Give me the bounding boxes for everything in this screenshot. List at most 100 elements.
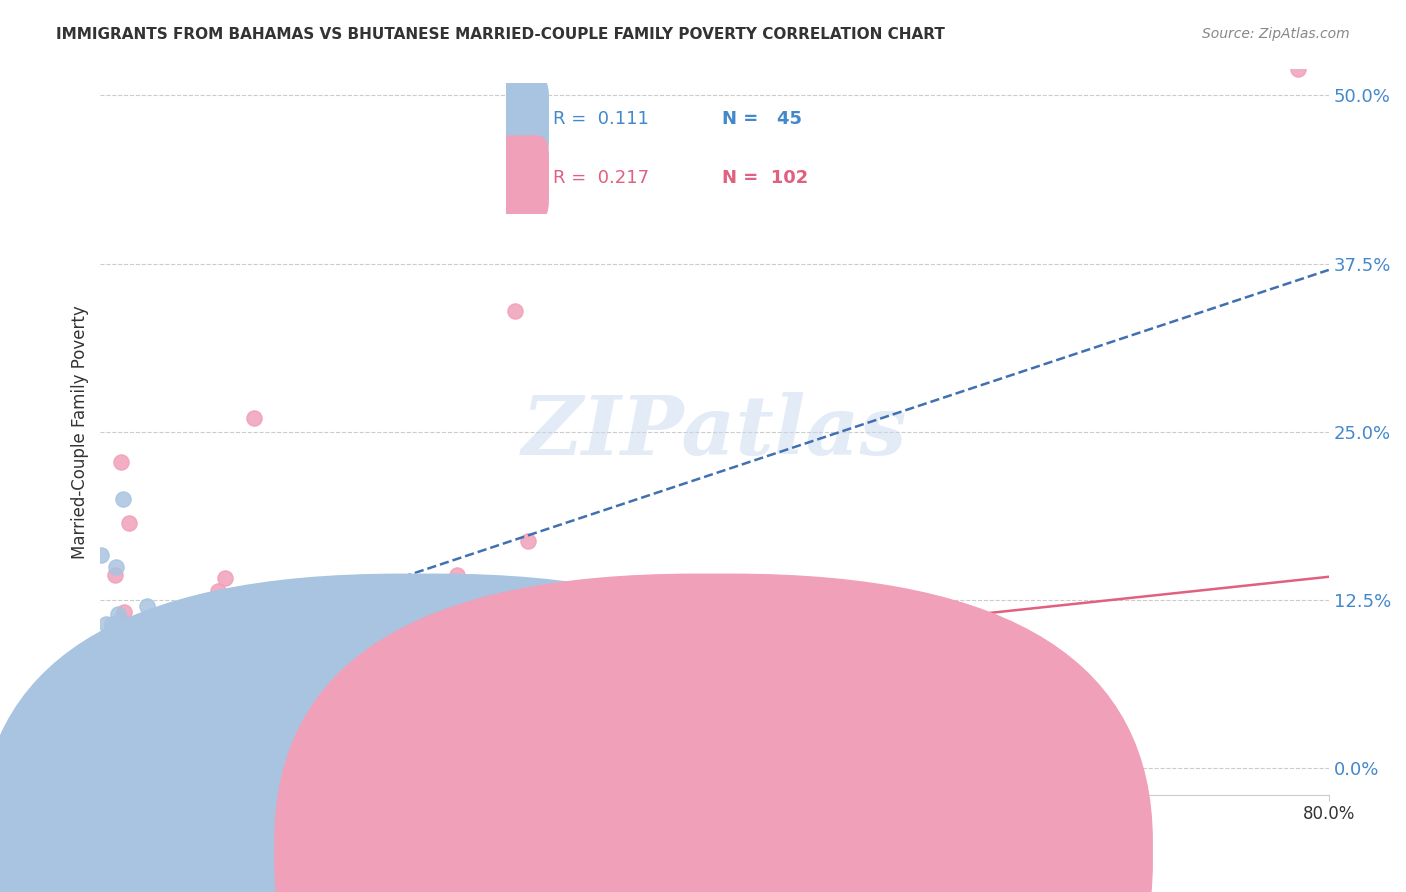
Point <box>503 303 526 318</box>
Point <box>243 411 266 425</box>
Point <box>111 747 134 762</box>
Point <box>155 655 177 669</box>
Point <box>103 688 125 702</box>
Point <box>516 533 538 548</box>
Point <box>105 648 128 663</box>
Point <box>93 723 115 738</box>
Text: Immigrants from Bahamas: Immigrants from Bahamas <box>423 847 645 865</box>
Point <box>326 694 349 708</box>
Point <box>129 700 152 714</box>
Point <box>143 747 166 762</box>
Point <box>110 455 132 469</box>
Point <box>118 653 141 667</box>
Point <box>152 689 174 703</box>
Point <box>110 690 132 705</box>
Point <box>207 584 229 599</box>
Point <box>405 719 427 733</box>
Text: IMMIGRANTS FROM BAHAMAS VS BHUTANESE MARRIED-COUPLE FAMILY POVERTY CORRELATION C: IMMIGRANTS FROM BAHAMAS VS BHUTANESE MAR… <box>56 27 945 42</box>
Point <box>94 664 117 678</box>
Point <box>104 677 127 691</box>
Point <box>114 692 136 706</box>
Point <box>254 720 277 734</box>
Point <box>349 723 371 738</box>
Point <box>107 690 129 704</box>
Point <box>205 690 228 704</box>
Point <box>1286 62 1309 76</box>
Point <box>120 661 142 675</box>
Point <box>90 684 112 698</box>
Point <box>637 663 659 677</box>
Point <box>301 698 323 713</box>
Point <box>195 690 218 705</box>
Point <box>202 628 225 642</box>
Text: Source: ZipAtlas.com: Source: ZipAtlas.com <box>1202 27 1350 41</box>
Point <box>91 738 114 752</box>
Point <box>180 736 202 750</box>
Point <box>108 729 131 743</box>
Point <box>112 747 135 762</box>
Point <box>239 747 262 761</box>
Point <box>118 747 141 762</box>
Point <box>90 548 112 562</box>
Point <box>169 723 191 738</box>
Point <box>96 694 118 708</box>
Point <box>191 696 214 710</box>
Point <box>103 744 125 758</box>
Text: Bhutanese: Bhutanese <box>756 847 846 865</box>
Point <box>96 617 118 632</box>
Point <box>524 702 547 716</box>
Point <box>100 616 122 631</box>
Point <box>128 747 150 761</box>
Point <box>93 700 115 714</box>
Point <box>101 687 124 701</box>
Point <box>104 654 127 668</box>
Point <box>98 730 121 744</box>
Point <box>131 729 153 743</box>
Point <box>136 599 159 613</box>
Point <box>470 714 492 729</box>
Point <box>111 491 134 506</box>
Point <box>187 746 209 760</box>
Point <box>163 676 186 690</box>
Point <box>127 630 149 644</box>
Text: ZIPatlas: ZIPatlas <box>522 392 907 472</box>
Point <box>208 699 231 714</box>
Point <box>152 683 174 698</box>
Point <box>294 747 316 762</box>
Point <box>494 599 516 613</box>
Point <box>112 652 135 666</box>
Point <box>145 745 167 759</box>
Point <box>166 730 188 744</box>
Point <box>173 747 195 762</box>
Point <box>159 684 181 698</box>
Point <box>111 747 134 762</box>
Point <box>219 661 242 675</box>
Point <box>172 703 194 717</box>
Point <box>596 726 619 740</box>
Point <box>564 734 586 748</box>
Point <box>132 732 155 747</box>
Point <box>165 677 187 691</box>
Point <box>214 571 236 585</box>
Point <box>118 516 141 531</box>
Point <box>98 631 121 645</box>
Point <box>112 640 135 654</box>
Point <box>117 657 139 672</box>
Point <box>141 744 163 758</box>
Point <box>191 735 214 749</box>
Point <box>98 666 121 681</box>
Point <box>191 690 214 705</box>
Point <box>107 607 129 622</box>
Point <box>139 706 162 721</box>
Point <box>477 591 499 606</box>
Point <box>202 745 225 759</box>
Point <box>170 735 193 749</box>
Point <box>145 731 167 746</box>
Point <box>91 715 114 730</box>
Point <box>114 728 136 742</box>
Point <box>100 624 122 638</box>
Y-axis label: Married-Couple Family Poverty: Married-Couple Family Poverty <box>72 305 89 558</box>
Point <box>94 676 117 690</box>
Point <box>100 692 122 706</box>
Point <box>152 690 174 704</box>
